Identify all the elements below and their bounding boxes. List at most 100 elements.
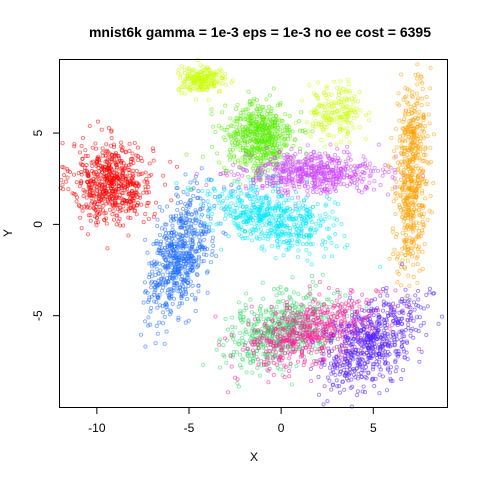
data-point xyxy=(163,258,168,263)
data-point xyxy=(204,178,209,183)
data-point xyxy=(255,103,260,108)
data-point xyxy=(258,200,263,205)
data-point xyxy=(157,320,162,325)
data-point xyxy=(228,207,233,212)
data-point xyxy=(74,199,79,204)
data-point xyxy=(132,208,137,214)
data-point xyxy=(296,248,301,253)
data-point xyxy=(141,300,146,305)
data-point xyxy=(146,190,151,195)
data-point xyxy=(171,218,176,223)
data-point xyxy=(276,194,282,199)
data-point xyxy=(114,153,119,158)
data-point xyxy=(260,186,265,191)
data-point xyxy=(126,215,131,220)
data-point xyxy=(227,153,232,158)
data-point xyxy=(297,149,302,154)
data-point xyxy=(60,141,65,146)
data-point xyxy=(127,141,132,146)
data-point xyxy=(284,177,289,182)
data-point xyxy=(342,233,347,238)
data-point xyxy=(146,315,151,320)
data-point xyxy=(191,67,196,72)
data-point xyxy=(293,175,298,180)
data-point xyxy=(246,117,251,122)
data-point xyxy=(133,190,138,195)
data-point xyxy=(240,166,245,171)
data-point xyxy=(354,185,360,190)
data-point xyxy=(341,175,347,180)
data-point xyxy=(216,221,221,226)
data-point xyxy=(167,244,172,249)
data-point xyxy=(62,173,67,178)
data-point xyxy=(193,227,198,232)
data-point xyxy=(120,170,125,175)
data-point xyxy=(237,226,242,231)
data-point xyxy=(209,252,214,257)
data-point xyxy=(174,242,179,247)
data-point xyxy=(203,222,208,227)
data-point xyxy=(366,118,372,123)
data-point xyxy=(330,118,335,123)
data-point xyxy=(277,133,283,138)
data-point xyxy=(186,187,191,192)
data-point xyxy=(299,110,304,115)
data-point xyxy=(277,145,282,150)
data-point xyxy=(229,140,234,145)
data-point xyxy=(264,146,269,151)
data-point xyxy=(174,281,179,286)
data-point xyxy=(92,181,97,186)
data-point xyxy=(67,169,73,175)
data-point xyxy=(238,148,243,153)
data-point xyxy=(323,246,328,251)
data-point xyxy=(343,245,348,250)
data-point xyxy=(276,183,281,188)
data-point xyxy=(332,200,337,205)
data-point xyxy=(153,280,158,285)
data-point xyxy=(233,160,238,165)
data-point xyxy=(143,170,148,175)
data-point xyxy=(110,183,115,189)
data-point xyxy=(315,105,320,110)
data-point xyxy=(237,123,243,128)
data-point xyxy=(161,272,166,277)
data-point xyxy=(336,90,342,95)
data-point xyxy=(94,223,99,228)
data-point xyxy=(244,204,249,209)
data-point xyxy=(177,285,182,290)
data-point xyxy=(323,151,328,156)
data-point xyxy=(278,179,283,184)
data-point xyxy=(245,126,250,131)
data-point xyxy=(205,192,210,197)
data-point xyxy=(128,215,133,221)
data-point xyxy=(94,197,99,202)
data-point xyxy=(190,283,195,288)
data-point xyxy=(264,115,270,120)
data-point xyxy=(272,155,277,160)
data-point xyxy=(243,152,248,157)
data-point xyxy=(206,214,211,219)
data-point xyxy=(154,200,159,205)
data-point xyxy=(285,188,290,193)
data-point xyxy=(208,260,213,265)
data-point xyxy=(118,179,123,184)
data-point xyxy=(248,215,253,220)
data-point xyxy=(97,198,102,204)
data-point xyxy=(239,200,244,205)
data-point xyxy=(319,138,324,143)
data-point xyxy=(169,293,174,299)
data-point xyxy=(79,172,84,177)
data-point xyxy=(146,323,151,328)
data-point xyxy=(198,63,203,68)
data-point xyxy=(193,250,198,255)
data-point xyxy=(231,162,236,167)
data-point xyxy=(346,77,351,82)
data-point xyxy=(194,69,199,74)
data-point xyxy=(307,206,312,211)
data-point xyxy=(108,166,113,171)
data-point xyxy=(175,234,180,239)
data-point xyxy=(334,159,339,164)
data-point xyxy=(124,198,129,204)
data-point xyxy=(280,169,285,174)
data-point xyxy=(250,123,255,128)
